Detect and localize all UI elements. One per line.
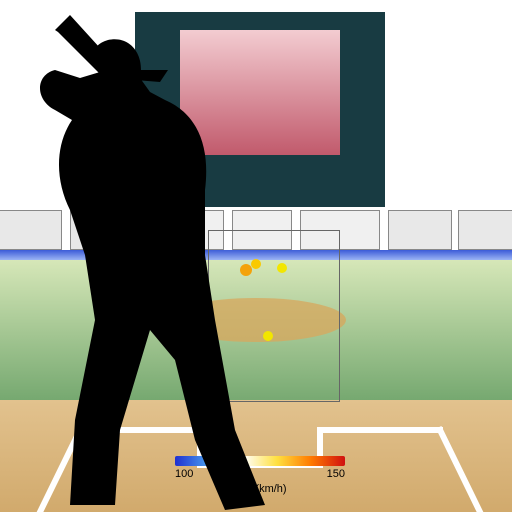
pitch-marker xyxy=(263,331,273,341)
speed-legend: 100 150球速(km/h) xyxy=(175,456,345,496)
legend-tick-label: 150 xyxy=(327,468,345,480)
strike-zone xyxy=(208,230,340,402)
pitch-marker xyxy=(251,259,261,269)
pitch-marker xyxy=(240,264,252,276)
legend-ticks: 100 150 xyxy=(175,468,345,480)
legend-tick-label: 100 xyxy=(175,468,193,480)
pitch-chart: 100 150球速(km/h) xyxy=(0,0,512,512)
legend-colorbar xyxy=(175,456,345,466)
legend-axis-label: 球速(km/h) xyxy=(175,480,345,496)
pitch-marker xyxy=(277,263,287,273)
